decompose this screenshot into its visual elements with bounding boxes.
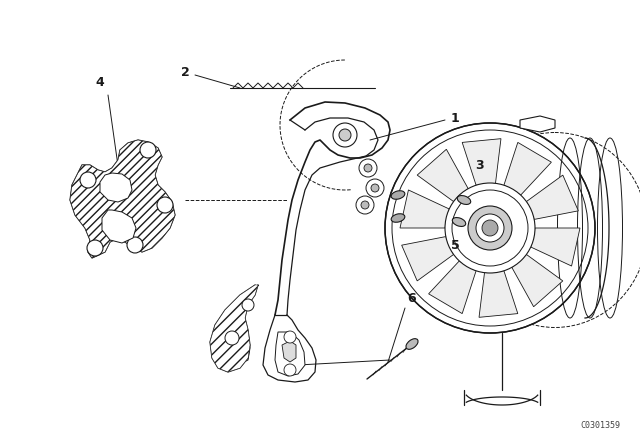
Polygon shape — [512, 254, 563, 307]
Circle shape — [364, 164, 372, 172]
Polygon shape — [275, 332, 305, 376]
Circle shape — [468, 206, 512, 250]
Circle shape — [359, 159, 377, 177]
Circle shape — [140, 142, 156, 158]
Circle shape — [476, 214, 504, 242]
Polygon shape — [282, 341, 296, 362]
Text: C0301359: C0301359 — [580, 421, 620, 430]
Ellipse shape — [458, 195, 470, 204]
Circle shape — [284, 364, 296, 376]
Polygon shape — [400, 190, 449, 228]
Polygon shape — [429, 261, 476, 314]
Text: 5: 5 — [451, 238, 460, 251]
Circle shape — [361, 201, 369, 209]
Circle shape — [445, 183, 535, 273]
Ellipse shape — [391, 191, 405, 199]
Circle shape — [385, 123, 595, 333]
Polygon shape — [504, 142, 552, 195]
Ellipse shape — [406, 339, 418, 349]
Polygon shape — [520, 116, 555, 132]
Polygon shape — [417, 149, 468, 202]
Polygon shape — [210, 285, 258, 372]
Circle shape — [339, 129, 351, 141]
Text: 3: 3 — [476, 159, 484, 172]
Text: 4: 4 — [95, 76, 104, 89]
Polygon shape — [531, 228, 580, 266]
Circle shape — [356, 196, 374, 214]
Circle shape — [225, 331, 239, 345]
Text: 6: 6 — [408, 292, 416, 305]
Circle shape — [157, 197, 173, 213]
Circle shape — [242, 299, 254, 311]
Polygon shape — [402, 237, 454, 281]
Circle shape — [87, 240, 103, 256]
Polygon shape — [462, 139, 501, 185]
Text: 2: 2 — [180, 65, 189, 78]
Polygon shape — [527, 175, 579, 220]
Ellipse shape — [391, 214, 405, 222]
Circle shape — [371, 184, 379, 192]
Polygon shape — [479, 271, 518, 317]
Text: 1: 1 — [451, 112, 460, 125]
Circle shape — [127, 237, 143, 253]
Polygon shape — [100, 173, 132, 202]
Circle shape — [482, 220, 498, 236]
Polygon shape — [70, 140, 175, 258]
Circle shape — [366, 179, 384, 197]
Circle shape — [333, 123, 357, 147]
Circle shape — [80, 172, 96, 188]
Polygon shape — [102, 210, 136, 243]
Circle shape — [284, 331, 296, 343]
Polygon shape — [70, 140, 175, 258]
Ellipse shape — [452, 218, 466, 226]
